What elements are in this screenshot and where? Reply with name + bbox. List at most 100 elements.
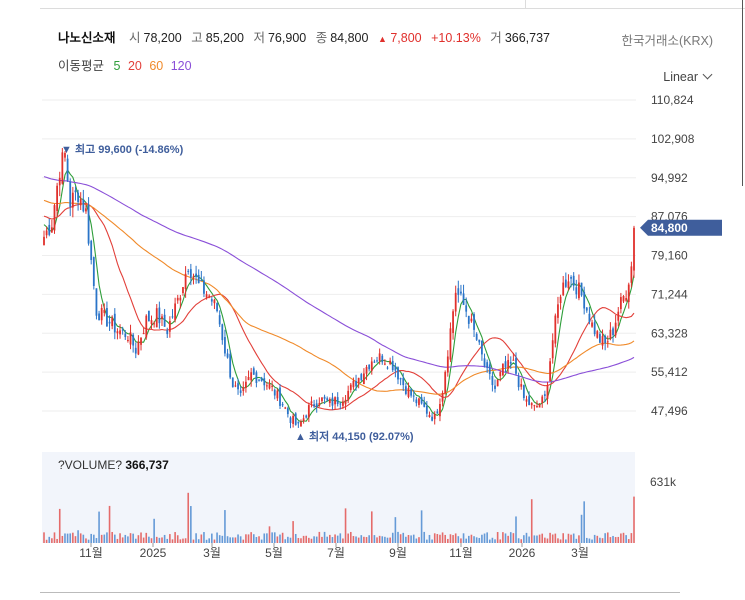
volume-bar <box>410 535 412 543</box>
moving-average-lines <box>43 168 635 423</box>
candle-body <box>444 371 447 394</box>
volume-bar <box>575 538 578 543</box>
volume-bar <box>137 535 140 543</box>
volume-bar <box>347 533 349 543</box>
candle-body <box>349 384 352 390</box>
volume-bar <box>523 535 525 543</box>
candle-body <box>475 333 478 340</box>
candle-body <box>593 322 596 335</box>
candle-body <box>591 322 593 327</box>
ma-5-label[interactable]: 5 <box>113 59 121 73</box>
candle-body <box>210 299 213 302</box>
volume-bar <box>441 532 444 543</box>
volume-bar <box>572 533 575 543</box>
candle-body <box>606 341 609 343</box>
candle-body <box>137 341 140 355</box>
candle-body <box>226 353 229 358</box>
volume-bar <box>221 535 224 543</box>
volume-bar <box>444 534 446 543</box>
volume-bar <box>308 537 310 543</box>
candle-body <box>294 413 297 425</box>
volume-bar <box>263 533 266 543</box>
scale-dropdown[interactable]: Linear <box>663 69 713 84</box>
volume-bar <box>620 533 622 543</box>
x-tick-label: 3월 <box>203 546 221 560</box>
volume-bar <box>203 532 205 543</box>
volume-panel-title: ?VOLUME? 366,737 <box>58 458 169 472</box>
candle-body <box>533 405 536 407</box>
volume-bar <box>439 534 441 543</box>
candle-body <box>205 294 208 298</box>
ma-120-label[interactable]: 120 <box>170 59 192 73</box>
volume-bar <box>378 535 381 543</box>
volume-bar <box>488 539 491 543</box>
candle-body <box>166 330 169 335</box>
candle-body <box>515 357 517 374</box>
candle-body <box>585 307 588 311</box>
volume-bar <box>344 508 347 543</box>
ma-20-label[interactable]: 20 <box>127 59 142 73</box>
candle-body <box>470 318 473 322</box>
volume-bar <box>336 535 339 543</box>
volume-bar <box>428 534 431 543</box>
volume-bar <box>106 532 108 543</box>
volume-bar <box>622 532 625 543</box>
volume-bar <box>538 534 541 543</box>
volume-bar <box>310 538 313 543</box>
candle-body <box>213 299 216 304</box>
x-tick-label: 11월 <box>79 546 103 560</box>
candle-body <box>596 331 599 338</box>
candle-body <box>357 377 360 383</box>
volume-bar <box>457 536 460 543</box>
volume-bar <box>247 534 250 543</box>
change-percent: +10.13% <box>431 31 481 45</box>
candle-body <box>578 282 580 299</box>
candle-body <box>588 313 591 323</box>
x-tick-label: 5월 <box>265 546 283 560</box>
volume-bar <box>370 511 373 543</box>
volume-bar <box>208 538 210 543</box>
volume-bar <box>98 511 100 543</box>
candle-body <box>265 385 268 387</box>
candle-body <box>247 377 250 381</box>
candle-body <box>61 152 64 184</box>
low-annotation: ▲ 최저 44,150 (92.07%) <box>295 429 414 443</box>
candle-body <box>71 192 74 208</box>
candle-body <box>229 354 232 378</box>
volume-bar <box>570 534 572 543</box>
volume-bar <box>142 537 145 543</box>
volume-bar <box>342 538 344 543</box>
candle-body <box>150 320 153 324</box>
candle-body <box>179 297 182 301</box>
volume-bar <box>473 536 475 543</box>
ma-5-line <box>43 168 635 423</box>
volume-bar <box>121 537 124 543</box>
ma-60-label[interactable]: 60 <box>149 59 164 73</box>
candle-body <box>488 364 491 374</box>
candle-body <box>538 404 541 408</box>
volume-bar <box>504 533 507 543</box>
volume-bar <box>129 533 132 543</box>
open-label: 시 <box>129 31 141 45</box>
volume-bar <box>69 533 72 543</box>
volume-bar <box>481 534 483 543</box>
volume-bar <box>187 492 190 543</box>
candle-body <box>310 401 313 404</box>
volume-bar <box>174 532 176 543</box>
close-value: 84,800 <box>330 31 369 45</box>
volume-bar <box>512 533 515 543</box>
volume-bar <box>252 534 255 543</box>
candle-body <box>305 415 308 418</box>
candle-body <box>436 411 439 414</box>
volume-bar <box>465 538 467 543</box>
volume-bar <box>426 539 428 543</box>
candle-body <box>163 314 166 327</box>
volume-bar <box>507 535 509 543</box>
x-tick-label: 2026 <box>509 546 536 560</box>
volume-bar <box>449 534 452 543</box>
y-tick-label: 47,496 <box>651 404 688 418</box>
candle-body <box>481 340 483 355</box>
volume-bar <box>483 533 486 543</box>
volume-bar <box>633 496 635 543</box>
